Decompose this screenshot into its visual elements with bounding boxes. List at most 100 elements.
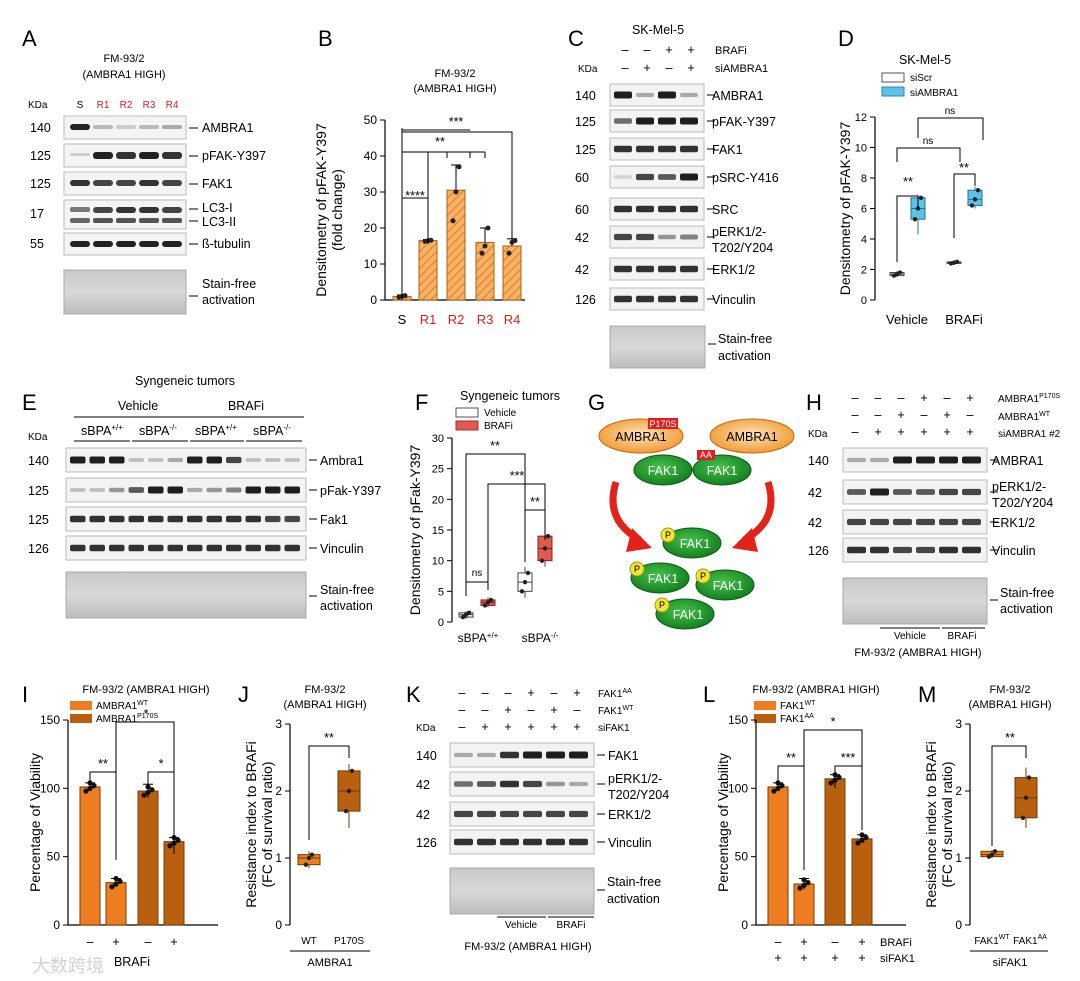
y-tick-label: 30 <box>364 185 378 199</box>
stain-free-label: activation <box>607 892 660 906</box>
y-tick-label: 50 <box>735 850 749 864</box>
x-axis-label: AMBRA1 <box>307 957 352 969</box>
mw-label: 42 <box>575 231 589 245</box>
panel-letter-a: A <box>22 26 37 51</box>
panel-b-title-line2: (AMBRA1 HIGH) <box>413 83 496 95</box>
data-point <box>113 875 119 882</box>
data-point <box>460 614 466 620</box>
data-point <box>1020 815 1026 820</box>
y-axis-label: Resistance index to BRAFi <box>923 741 939 908</box>
x-mark: + <box>800 951 807 965</box>
blot-band <box>614 91 632 99</box>
legend-swatch-p170s <box>70 714 92 723</box>
stain-free-label: Stain-free <box>607 875 661 889</box>
stain-free-label: activation <box>718 349 771 363</box>
blot-band <box>454 838 473 846</box>
data-point <box>456 164 462 170</box>
sig-marker: ns <box>472 568 483 579</box>
panel-a-kda: KDa <box>28 100 48 111</box>
blot-band <box>226 456 242 464</box>
y-tick-label: 25 <box>432 464 444 476</box>
group-brafi: BRAFi <box>948 631 977 642</box>
bar <box>502 245 522 301</box>
x-axis-label: siFAK1 <box>880 953 915 965</box>
blot-strip <box>609 287 705 311</box>
blot-band <box>70 515 86 523</box>
protein-label: ERK1/2 <box>608 808 651 822</box>
bar <box>79 786 101 926</box>
fak1-label: FAK1 <box>648 572 679 586</box>
sig-marker: ** <box>435 135 445 149</box>
data-point <box>343 808 349 814</box>
blot-band <box>658 295 676 303</box>
blot-band <box>167 486 183 494</box>
chart-m: 0 1 2 3 Resistance index to BRAFi (FC of surv… <box>923 717 1038 932</box>
stain-free-label: activation <box>202 293 255 307</box>
cond-mark: – <box>622 61 629 75</box>
blot-strip <box>609 165 705 189</box>
blot-band <box>284 515 300 523</box>
x-mark: + <box>774 951 781 965</box>
y-tick-label: 6 <box>861 204 867 216</box>
y-tick-label: 2 <box>955 784 962 798</box>
blot-band <box>916 546 935 554</box>
data-point <box>113 881 119 887</box>
sig-marker: ns <box>923 136 934 147</box>
sig-marker: ns <box>945 106 956 117</box>
y-tick-label: 3 <box>275 717 282 731</box>
blot-band <box>658 234 676 240</box>
aa-tag <box>697 450 715 460</box>
protein-label: AMBRA1 <box>712 89 763 103</box>
sig-marker: ** <box>98 757 108 771</box>
arrow-left-head-icon <box>626 528 652 552</box>
protein-label: ERK1/2 <box>992 516 1035 530</box>
data-point <box>303 862 309 867</box>
panel-f: Syngeneic tumors Vehicle BRAFi 0 5 10 15 20 2… <box>407 389 560 645</box>
sig-marker: ** <box>786 751 796 765</box>
stain-free-image <box>609 325 706 369</box>
data-point <box>522 579 528 585</box>
fak1-label: FAK1 <box>673 608 704 622</box>
stain-free-image <box>65 571 307 619</box>
panel-letter-i: I <box>22 682 28 707</box>
protein-label: pFak-Y397 <box>320 484 381 498</box>
data-point <box>801 882 807 888</box>
phospho-label: P <box>665 530 671 540</box>
blot-band <box>614 265 632 273</box>
data-point <box>828 780 834 786</box>
blot-band <box>89 456 105 464</box>
blot-band <box>939 518 958 526</box>
blot-band <box>265 515 281 523</box>
blot-band <box>148 486 164 494</box>
cond-label: FAK1AA <box>598 688 632 700</box>
group-vehicle: Vehicle <box>894 631 927 642</box>
data-point <box>525 570 531 576</box>
y-tick-label: 0 <box>53 918 60 932</box>
blot-band <box>870 518 889 526</box>
panel-m-title-line2: (AMBRA1 HIGH) <box>968 699 1051 711</box>
panel-letter-m: M <box>918 682 936 707</box>
x-mark: + <box>170 935 177 949</box>
chart-j: 0 1 2 3 Resistance index to BRAFi (FC of surv… <box>243 717 361 932</box>
blot-band <box>477 838 496 846</box>
blot-band <box>167 457 183 463</box>
mw-label: 42 <box>416 808 430 822</box>
protein-label: AMBRA1 <box>202 121 253 135</box>
cond-mark: + <box>481 720 488 734</box>
bar <box>793 883 815 926</box>
blot-band <box>454 752 473 758</box>
x-mark: – <box>775 935 782 949</box>
blot-band <box>962 456 981 464</box>
stain-free-label: activation <box>320 599 373 613</box>
y-tick-label: 4 <box>861 234 867 246</box>
blot-band <box>680 265 698 273</box>
protein-label: pERK1/2- <box>712 225 766 239</box>
data-point <box>309 852 315 857</box>
cond-label: FAK1WT <box>598 705 634 717</box>
blot-band <box>523 751 542 759</box>
data-point <box>145 789 151 796</box>
cond-mark: + <box>504 720 511 734</box>
x-mark: + <box>112 935 119 949</box>
bar <box>137 790 159 926</box>
